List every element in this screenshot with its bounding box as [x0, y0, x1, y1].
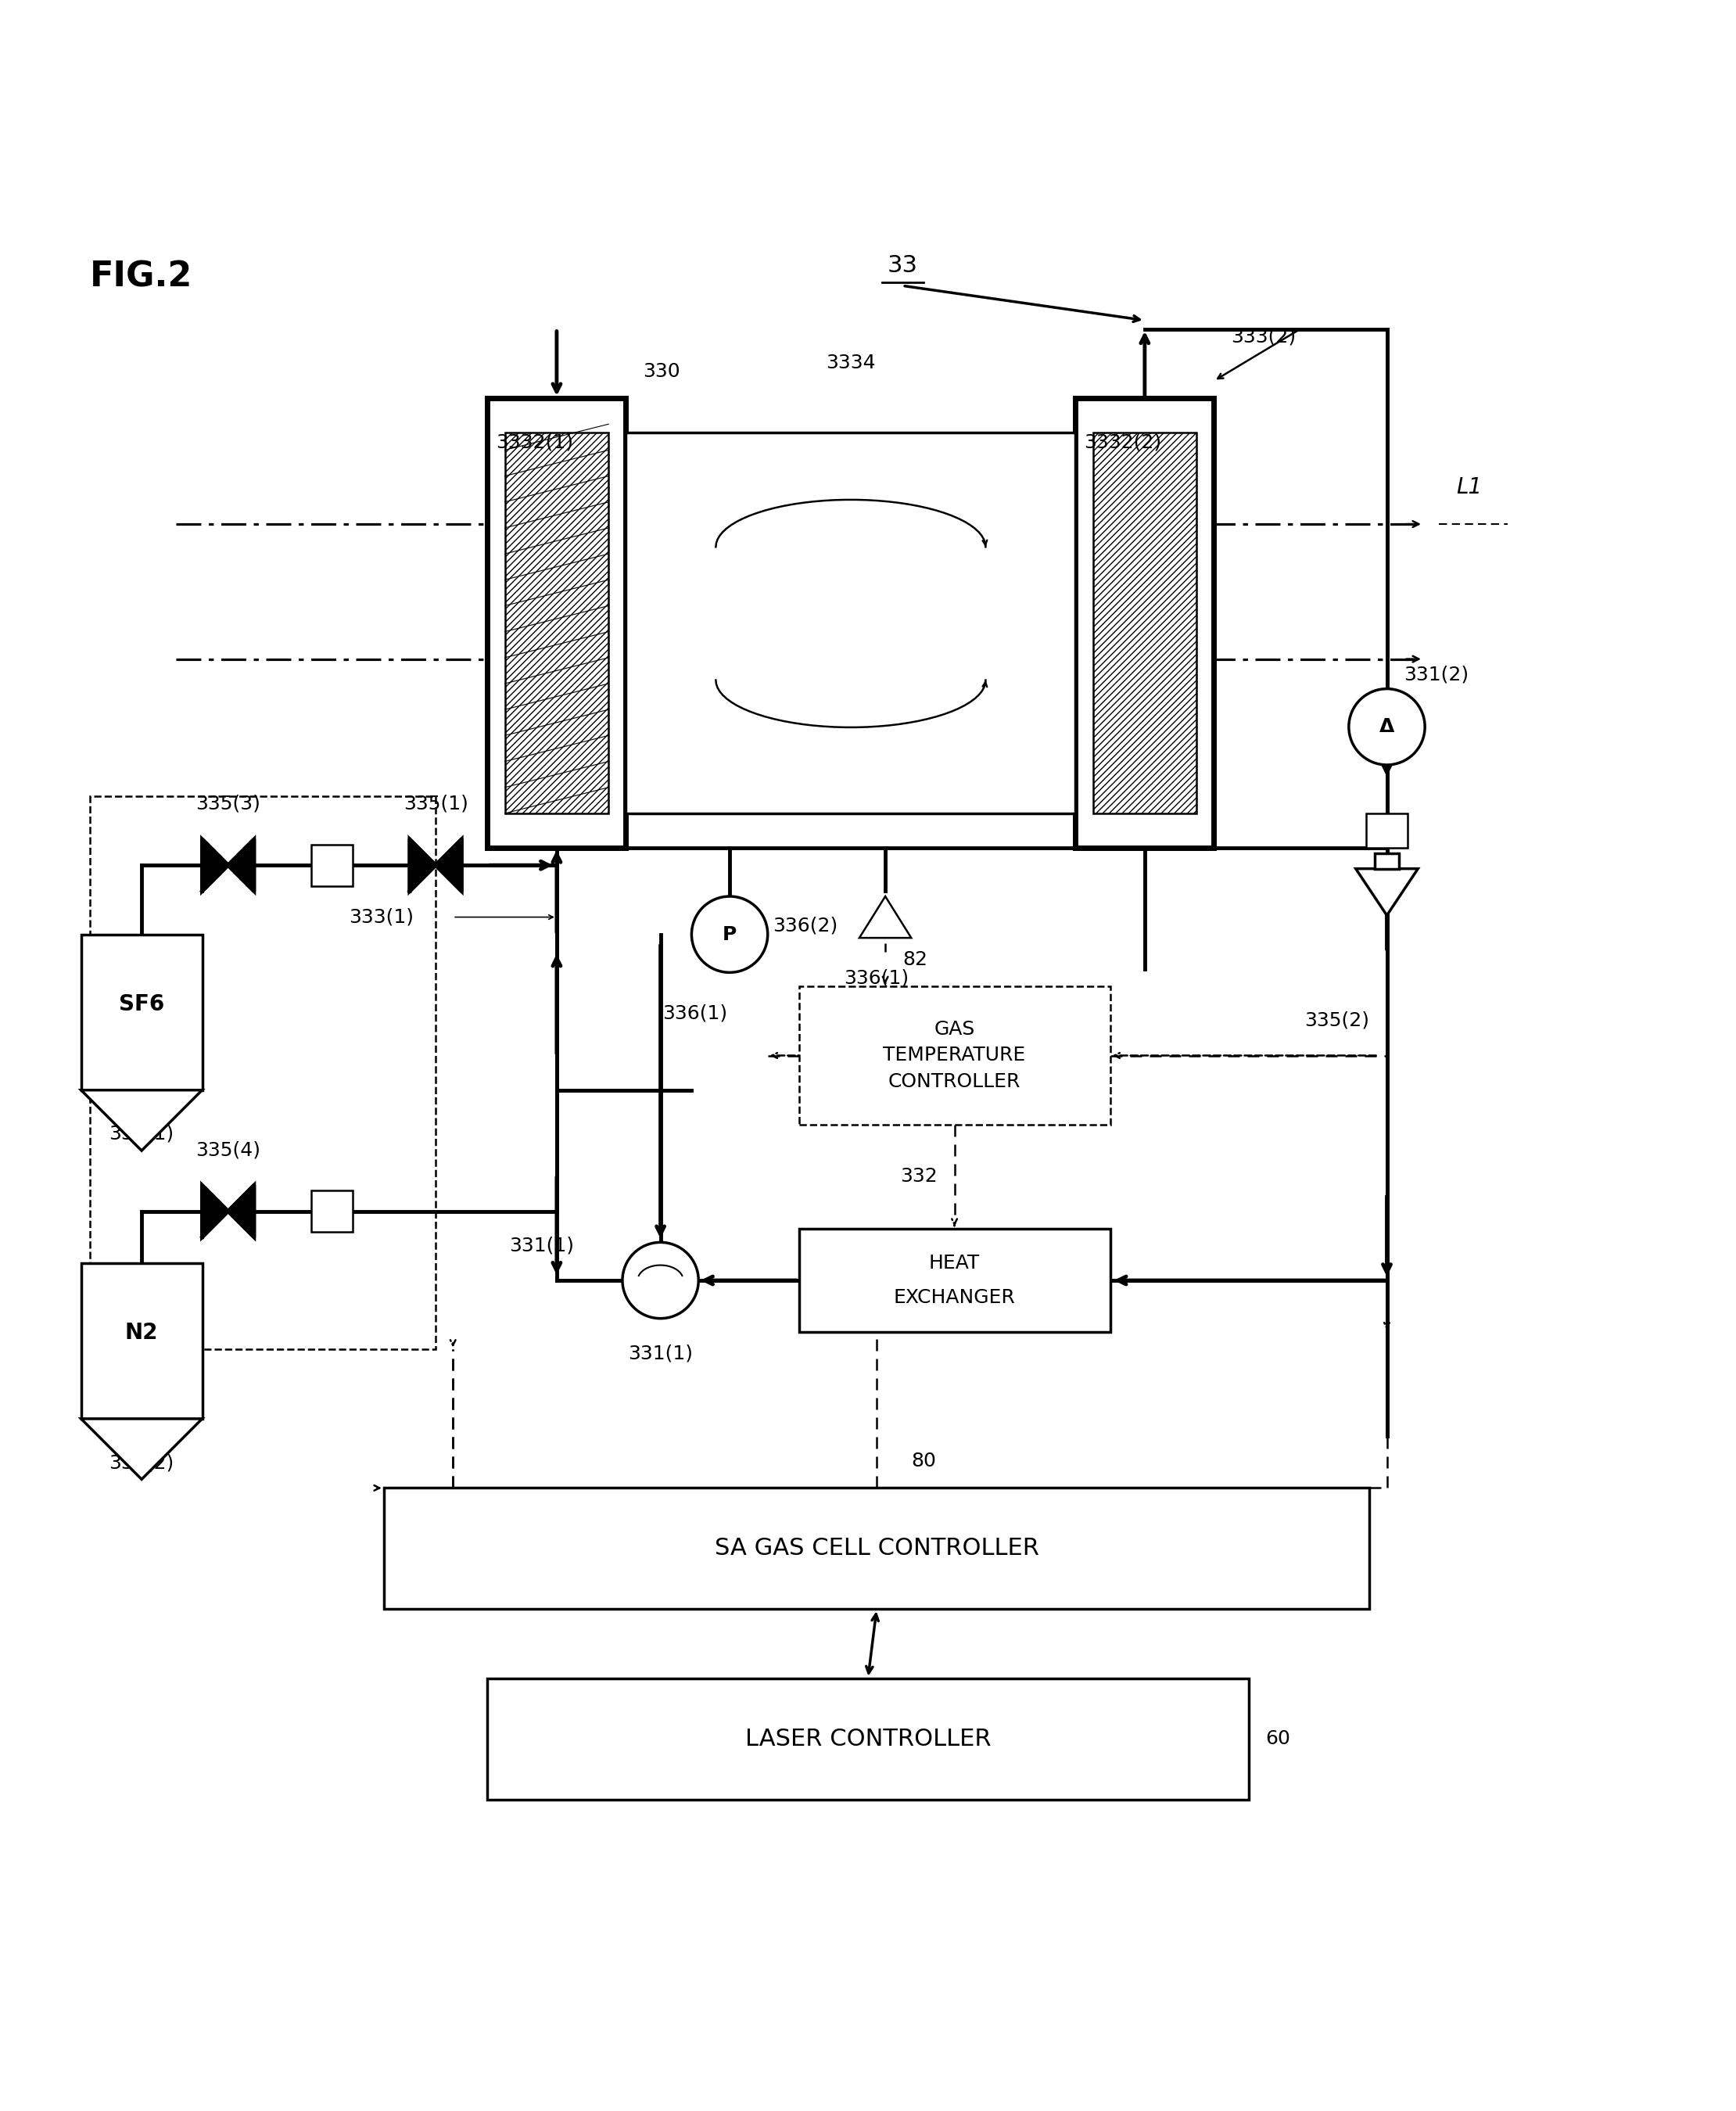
Text: 334(1): 334(1) [109, 1125, 174, 1144]
Text: 331(2): 331(2) [1404, 665, 1469, 684]
Text: SF6: SF6 [118, 994, 165, 1015]
Text: 82: 82 [903, 950, 927, 969]
Text: HEAT: HEAT [929, 1254, 981, 1273]
Text: 334(2): 334(2) [109, 1452, 174, 1471]
Text: Δ: Δ [1380, 718, 1394, 737]
Bar [627, 433, 1076, 813]
Polygon shape [859, 897, 911, 937]
Text: 60: 60 [1266, 1729, 1290, 1748]
Text: N2: N2 [125, 1321, 158, 1345]
Text: 3332(2): 3332(2) [1085, 433, 1161, 452]
Polygon shape [1356, 870, 1418, 916]
Text: 335(1): 335(1) [403, 794, 469, 813]
Text: CONTROLLER: CONTROLLER [889, 1072, 1021, 1091]
Text: FIG.2: FIG.2 [90, 260, 193, 293]
Text: 80: 80 [911, 1452, 936, 1471]
Text: GAS: GAS [934, 1020, 976, 1039]
Text: 3332(1): 3332(1) [496, 433, 573, 452]
Text: TEMPERATURE: TEMPERATURE [884, 1047, 1026, 1064]
Text: LASER CONTROLLER: LASER CONTROLLER [745, 1727, 991, 1750]
Polygon shape [227, 1184, 253, 1237]
Bar [82, 1262, 201, 1419]
Polygon shape [201, 1184, 227, 1237]
Text: 336(1): 336(1) [844, 969, 910, 988]
Bar [311, 1191, 352, 1233]
Polygon shape [201, 840, 227, 891]
Bar [311, 844, 352, 887]
Bar [384, 1488, 1370, 1609]
Text: 333(1): 333(1) [349, 908, 415, 927]
Text: 335(2): 335(2) [1305, 1011, 1370, 1030]
Text: 336(1): 336(1) [663, 1003, 727, 1022]
Text: 332: 332 [899, 1167, 937, 1186]
Bar [505, 433, 609, 813]
Circle shape [1349, 688, 1425, 764]
Bar [799, 1229, 1109, 1332]
Polygon shape [82, 1419, 201, 1480]
Text: 330: 330 [642, 363, 681, 380]
Bar [82, 935, 201, 1089]
Text: EXCHANGER: EXCHANGER [894, 1288, 1016, 1307]
Bar [1375, 853, 1399, 870]
Text: 33: 33 [887, 255, 918, 277]
Text: 336(2): 336(2) [773, 916, 838, 935]
Text: 331(1): 331(1) [628, 1345, 693, 1364]
Polygon shape [436, 840, 462, 891]
Polygon shape [410, 840, 436, 891]
Bar [799, 986, 1109, 1125]
Bar [488, 399, 627, 849]
Text: 331(1): 331(1) [509, 1237, 575, 1256]
Text: L1: L1 [1457, 477, 1483, 498]
Text: P: P [722, 925, 736, 944]
Circle shape [623, 1241, 698, 1319]
Text: SA GAS CELL CONTROLLER: SA GAS CELL CONTROLLER [715, 1537, 1038, 1560]
Polygon shape [82, 1089, 201, 1150]
Circle shape [691, 897, 767, 973]
Polygon shape [227, 840, 253, 891]
Bar [1366, 813, 1408, 849]
Text: 335(4): 335(4) [196, 1140, 260, 1159]
Bar [90, 796, 436, 1349]
Bar [1076, 399, 1213, 849]
Text: 335(3): 335(3) [196, 794, 260, 813]
Text: 333(2): 333(2) [1231, 327, 1297, 346]
Bar [1094, 433, 1196, 813]
Bar [488, 1678, 1248, 1799]
Text: 3334: 3334 [826, 353, 875, 372]
